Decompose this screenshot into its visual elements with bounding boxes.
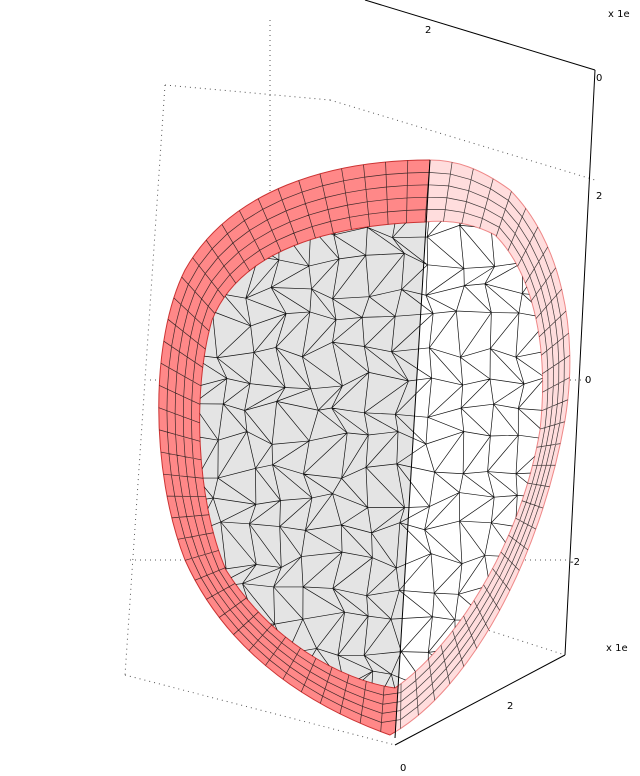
- axis-label: x 1e: [608, 9, 630, 20]
- axis-label: 0: [400, 763, 406, 774]
- axis-label: -2: [570, 557, 580, 568]
- axis-label: 2: [507, 701, 513, 712]
- axis-label: x 1e: [606, 643, 628, 654]
- mesh-line: [158, 159, 571, 732]
- cut-edge: [394, 159, 431, 739]
- axis-label: 0: [596, 73, 602, 84]
- mesh-lines: [158, 159, 571, 732]
- axis-label: 2: [596, 191, 602, 202]
- axis-labels: x 1e 2 0 2 0 -2 x 1e 2 0: [400, 9, 630, 774]
- axis-label: 2: [425, 25, 431, 36]
- axis-label: 0: [585, 375, 591, 386]
